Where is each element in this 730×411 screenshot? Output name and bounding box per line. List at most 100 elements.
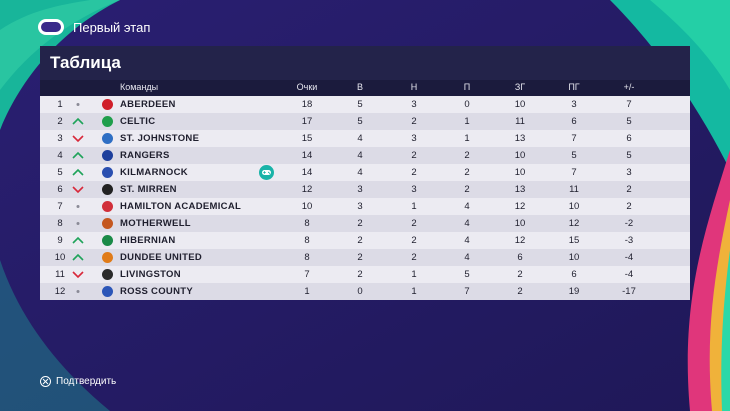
column-header-draws: Н [410, 82, 418, 92]
trend-down-icon [72, 135, 84, 143]
panel-header: Таблица [40, 46, 690, 80]
team-name: HIBERNIAN [120, 235, 176, 246]
club-crest-icon [102, 116, 113, 127]
losses-cell: 0 [464, 99, 470, 110]
goal-diff-cell: -4 [624, 269, 634, 280]
team-name: ST. MIRREN [120, 184, 177, 195]
draws-cell: 2 [411, 116, 417, 127]
goals-against-cell: 7 [571, 133, 577, 144]
trend-up-icon [72, 151, 84, 159]
club-crest-icon [102, 235, 113, 246]
table-row[interactable]: 3 15 4 3 1 13 7 6 ST. JOHNSTONE [40, 130, 690, 147]
position-cell: 12 [54, 286, 66, 297]
position-cell: 5 [57, 167, 63, 178]
team-name: HAMILTON ACADEMICAL [120, 201, 242, 212]
points-cell: 1 [304, 286, 310, 297]
losses-cell: 4 [464, 235, 470, 246]
losses-cell: 2 [464, 150, 470, 161]
position-cell: 3 [57, 133, 63, 144]
points-cell: 8 [304, 252, 310, 263]
column-header-goal-diff: +/- [623, 82, 635, 92]
cross-button-icon [40, 376, 51, 387]
draws-cell: 3 [411, 133, 417, 144]
points-cell: 12 [301, 184, 313, 195]
top-bar: Первый этап [38, 16, 150, 38]
wins-cell: 5 [357, 99, 363, 110]
trend-same-icon [76, 205, 80, 208]
draws-cell: 3 [411, 99, 417, 110]
trend-down-icon [72, 271, 84, 279]
club-crest-icon [102, 201, 113, 212]
draws-cell: 2 [411, 218, 417, 229]
losses-cell: 7 [464, 286, 470, 297]
team-name: ABERDEEN [120, 99, 176, 110]
team-name: RANGERS [120, 150, 170, 161]
points-cell: 8 [304, 218, 310, 229]
club-crest-icon [102, 218, 113, 229]
column-header-wins: В [356, 82, 363, 92]
table-row[interactable]: 11 7 2 1 5 2 6 -4 LIVINGSTON [40, 266, 690, 283]
wins-cell: 2 [357, 235, 363, 246]
goals-for-cell: 10 [514, 218, 526, 229]
goals-against-cell: 6 [571, 269, 577, 280]
club-crest-icon [102, 269, 113, 280]
table-row[interactable]: 5 14 4 2 2 10 7 3 KILMARNOCK [40, 164, 690, 181]
goals-for-cell: 2 [517, 286, 523, 297]
goal-diff-cell: 2 [626, 184, 632, 195]
wins-cell: 2 [357, 218, 363, 229]
trend-same-icon [76, 290, 80, 293]
column-header-losses: П [463, 82, 471, 92]
stage-title: Первый этап [73, 19, 151, 35]
goal-diff-cell: 7 [626, 99, 632, 110]
points-cell: 8 [304, 235, 310, 246]
position-cell: 1 [57, 99, 63, 110]
column-header-row: Команды Очки В Н П ЗГ ПГ +/- [40, 80, 690, 96]
goals-against-cell: 5 [571, 150, 577, 161]
position-cell: 4 [57, 150, 63, 161]
draws-cell: 2 [411, 252, 417, 263]
league-logo-icon [38, 19, 64, 35]
draws-cell: 2 [411, 235, 417, 246]
losses-cell: 2 [464, 167, 470, 178]
table-row[interactable]: 10 8 2 2 4 6 10 -4 DUNDEE UNITED [40, 249, 690, 266]
trend-same-icon [76, 222, 80, 225]
goals-against-cell: 15 [568, 235, 580, 246]
confirm-hint[interactable]: Подтвердить [40, 376, 116, 387]
goals-for-cell: 10 [514, 167, 526, 178]
position-cell: 11 [55, 269, 65, 280]
points-cell: 14 [301, 150, 313, 161]
goals-for-cell: 12 [514, 201, 526, 212]
wins-cell: 0 [357, 286, 363, 297]
goal-diff-cell: 2 [626, 201, 632, 212]
club-crest-icon [102, 286, 113, 297]
panel-title: Таблица [50, 53, 121, 72]
club-crest-icon [102, 99, 113, 110]
draws-cell: 1 [411, 286, 417, 297]
position-cell: 10 [54, 252, 66, 263]
goals-for-cell: 13 [514, 133, 526, 144]
losses-cell: 4 [464, 252, 470, 263]
table-row[interactable]: 9 8 2 2 4 12 15 -3 HIBERNIAN [40, 232, 690, 249]
team-name: CELTIC [120, 116, 156, 127]
wins-cell: 2 [357, 269, 363, 280]
confirm-label: Подтвердить [56, 376, 117, 387]
team-name: ST. JOHNSTONE [120, 133, 200, 144]
club-crest-icon [102, 184, 113, 195]
table-row[interactable]: 12 1 0 1 7 2 19 -17 ROSS COUNTY [40, 283, 690, 300]
position-cell: 9 [57, 235, 63, 246]
table-row[interactable]: 4 14 4 2 2 10 5 5 RANGERS [40, 147, 690, 164]
table-row[interactable]: 7 10 3 1 4 12 10 2 HAMILTON ACADEMICAL [40, 198, 690, 215]
club-crest-icon [102, 167, 113, 178]
goals-against-cell: 3 [571, 99, 577, 110]
table-row[interactable]: 1 18 5 3 0 10 3 7 ABERDEEN [40, 96, 690, 113]
points-cell: 15 [301, 133, 313, 144]
table-row[interactable]: 8 8 2 2 4 10 12 -2 MOTHERWELL [40, 215, 690, 232]
trend-up-icon [72, 168, 84, 176]
points-cell: 17 [301, 116, 313, 127]
position-cell: 6 [57, 184, 63, 195]
points-cell: 10 [301, 201, 313, 212]
table-row[interactable]: 6 12 3 3 2 13 11 2 ST. MIRREN [40, 181, 690, 198]
table-row[interactable]: 2 17 5 2 1 11 6 5 CELTIC [40, 113, 690, 130]
column-header-goals-against: ПГ [568, 82, 580, 92]
position-cell: 2 [57, 116, 63, 127]
